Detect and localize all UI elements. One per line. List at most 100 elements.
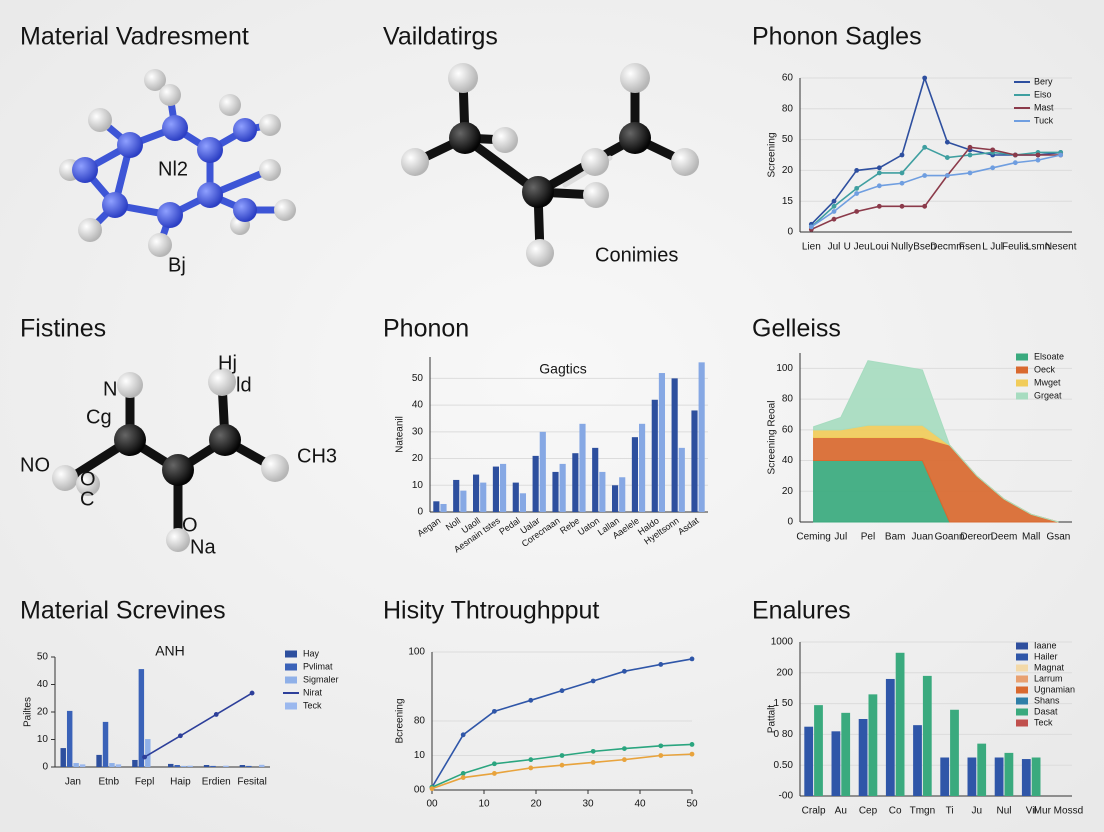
x-tick-label: Cralp — [802, 806, 826, 817]
panel-title: Phonon Sagles — [752, 23, 922, 51]
legend-swatch — [1016, 686, 1028, 694]
point — [854, 191, 860, 196]
x-tick-label: Ceming — [796, 532, 830, 543]
bar — [658, 373, 666, 512]
bar — [1031, 757, 1041, 796]
y-tick-label: 60 — [782, 424, 794, 435]
x-tick-label: L Jul — [982, 242, 1003, 253]
y-tick-label: 40 — [412, 400, 424, 411]
legend-swatch — [1016, 366, 1028, 374]
panel-title: Fistines — [20, 315, 106, 343]
panel-title: Vaildatirgs — [383, 23, 498, 51]
bar — [940, 757, 950, 796]
bar — [611, 485, 619, 512]
bar — [831, 731, 841, 796]
x-tick-label: U Jeu — [844, 242, 870, 253]
bar — [950, 709, 959, 796]
point — [178, 733, 183, 739]
y-tick-label: -00 — [779, 791, 794, 802]
bar — [223, 765, 229, 767]
bar — [631, 437, 638, 512]
legend-swatch — [1016, 664, 1028, 672]
panel-title: Enalures — [752, 597, 851, 625]
point — [658, 743, 664, 749]
legend-label: Tuck — [1034, 115, 1054, 125]
point — [967, 152, 973, 158]
point — [922, 75, 928, 81]
point — [944, 139, 950, 145]
x-tick-label: 50 — [686, 799, 698, 810]
point — [899, 170, 905, 176]
point — [528, 697, 534, 703]
bar — [977, 743, 987, 796]
legend-swatch — [1016, 708, 1028, 716]
x-tick-label: Fesital — [237, 777, 266, 788]
y-axis-label: Nateanil — [395, 416, 406, 453]
legend-swatch — [1016, 719, 1028, 727]
legend-swatch — [1016, 353, 1028, 361]
point — [854, 185, 860, 191]
legend-label: Teck — [303, 700, 322, 710]
bar — [599, 471, 606, 512]
x-tick-label: Juan — [912, 532, 934, 543]
point — [1035, 152, 1041, 158]
bar — [168, 763, 174, 767]
bar — [967, 757, 977, 796]
point — [492, 761, 497, 767]
point — [492, 771, 497, 776]
bar — [239, 765, 246, 767]
panel-title: Phonon — [383, 315, 469, 343]
point — [876, 183, 882, 189]
y-tick-label: 20 — [782, 486, 794, 497]
point — [142, 754, 147, 760]
point — [249, 690, 255, 696]
panel-title: Material Vadresment — [20, 23, 249, 51]
y-tick-label: 50 — [782, 134, 794, 145]
atom-label: O — [80, 468, 96, 490]
atom-label: O — [182, 514, 198, 536]
atom-label: Bj — [168, 254, 186, 276]
bar — [698, 362, 705, 512]
x-tick-label: Fepl — [135, 777, 154, 788]
y-tick-label: 80 — [782, 394, 794, 405]
x-tick-label: Gsan — [1046, 532, 1070, 543]
bar — [922, 675, 932, 796]
x-tick-label: Mall — [1022, 532, 1040, 543]
legend-swatch — [1016, 392, 1028, 400]
bar — [132, 759, 138, 767]
bar — [492, 466, 499, 512]
bar — [500, 463, 507, 512]
legend-label: Grgeat — [1034, 390, 1062, 400]
chart-subtitle: Gagtics — [539, 361, 586, 377]
point — [460, 732, 466, 738]
line — [811, 146, 1061, 231]
point — [922, 203, 928, 209]
legend-label: Eiso — [1034, 89, 1052, 99]
y-tick-label: 20 — [412, 453, 424, 464]
y-tick-label: 80 — [414, 716, 426, 727]
point — [590, 748, 596, 754]
bar — [814, 705, 823, 796]
y-tick-label: 50 — [412, 373, 424, 384]
bar — [532, 455, 539, 512]
y-tick-label: 80 — [782, 103, 794, 114]
x-tick-label: Nully — [891, 242, 913, 253]
bar — [552, 471, 559, 512]
point — [922, 144, 928, 150]
point — [967, 170, 973, 176]
point — [967, 144, 973, 150]
point — [1012, 160, 1018, 166]
x-tick-label: Ti — [946, 806, 954, 817]
atom-label: CH3 — [297, 445, 337, 467]
x-tick-label: Cep — [859, 806, 878, 817]
legend-swatch — [285, 702, 297, 710]
line — [144, 692, 253, 758]
point — [922, 173, 928, 178]
legend-label: Nirat — [303, 687, 323, 697]
atom-label: N — [103, 378, 117, 400]
legend-swatch — [1016, 379, 1028, 387]
point — [831, 203, 837, 209]
point — [492, 708, 497, 714]
molecule-label: Conimies — [595, 244, 678, 266]
y-tick-label: 100 — [408, 647, 425, 658]
